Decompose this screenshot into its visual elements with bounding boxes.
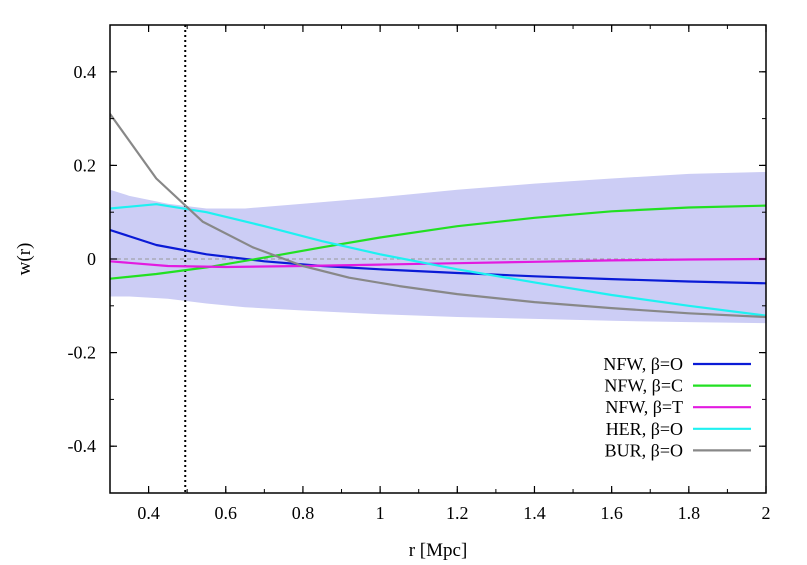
legend-label-2: NFW, β=C: [604, 376, 683, 396]
series-line-3: [110, 257, 766, 269]
legend-label-3: NFW, β=T: [605, 397, 683, 417]
legend-label-5: BUR, β=O: [605, 440, 683, 460]
x-tick-label: 1.6: [600, 503, 623, 523]
x-tick-label: 0.4: [137, 503, 160, 523]
y-tick-label: -0.2: [68, 343, 97, 363]
x-tick-label: 1.4: [523, 503, 546, 523]
x-tick-label: 0.6: [215, 503, 238, 523]
series-line-5: [110, 113, 766, 319]
y-tick-label: 0: [87, 249, 96, 269]
x-tick-label: 2: [762, 503, 771, 523]
series-layer: [110, 113, 766, 319]
y-tick-label: 0.4: [74, 62, 97, 82]
y-tick-label: 0.2: [74, 155, 97, 175]
series-line-1: [110, 228, 766, 285]
y-axis-label: w(r): [14, 243, 35, 276]
legend-label-1: NFW, β=O: [603, 354, 683, 374]
series-line-2: [110, 204, 766, 280]
ticks-layer: [109, 24, 767, 494]
x-axis-label: r [Mpc]: [409, 540, 468, 561]
uncertainty-band-layer: [110, 171, 766, 324]
x-tick-label: 1.2: [446, 503, 469, 523]
x-tick-label: 1.8: [678, 503, 701, 523]
uncertainty-band: [110, 171, 766, 324]
x-tick-label: 1: [376, 503, 385, 523]
tick-labels-layer: 0.4 0.6 0.8 1 1.2 1.4 1.6 1.8 2 -0.4 -0.2 0 0.2 0.4: [68, 62, 771, 523]
y-tick-label: -0.4: [68, 436, 97, 456]
x-tick-label: 0.8: [292, 503, 315, 523]
legend-label-4: HER, β=O: [606, 419, 683, 439]
